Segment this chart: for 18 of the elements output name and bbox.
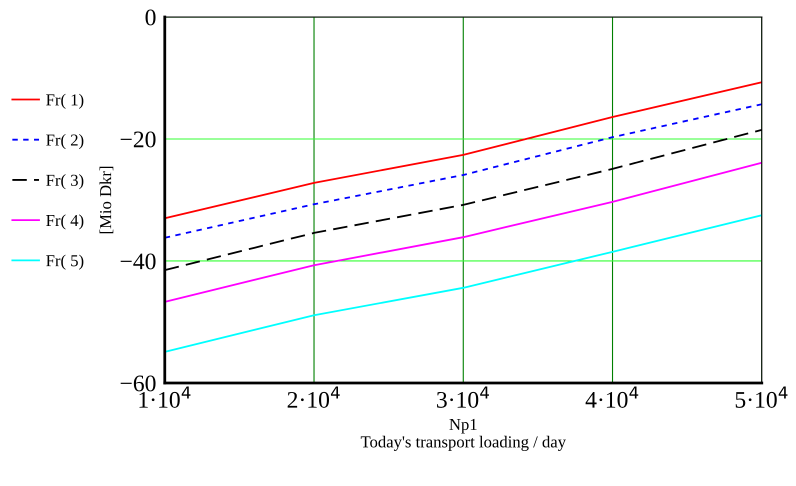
legend-label: Fr( 2) [46, 134, 84, 150]
line-series [164, 162, 762, 303]
y-tick-label: 0 [146, 10, 156, 26]
legend-label: Fr( 4) [46, 214, 84, 230]
x-tick-label: 2·10$^{4}$ [288, 386, 340, 408]
y-tick-label: −40 [120, 253, 156, 270]
legend-label: Fr( 3) [46, 174, 84, 190]
x-tick-label: 3·10$^{4}$ [437, 386, 489, 408]
y-axis-title: [Mio Dkr] [100, 166, 114, 234]
legend-label: Fr( 1) [46, 94, 84, 109]
x-axis-title: Np1 Today's transport loading / day [360, 418, 566, 451]
x-tick-label: 4·10$^{4}$ [586, 386, 638, 408]
line-series [164, 103, 762, 239]
x-tick-label: 5·10$^{4}$ [736, 386, 788, 408]
line-series [164, 214, 762, 353]
line-series [164, 81, 762, 220]
y-tick-label: −20 [120, 131, 156, 148]
legend-label: Fr( 5) [46, 254, 84, 270]
